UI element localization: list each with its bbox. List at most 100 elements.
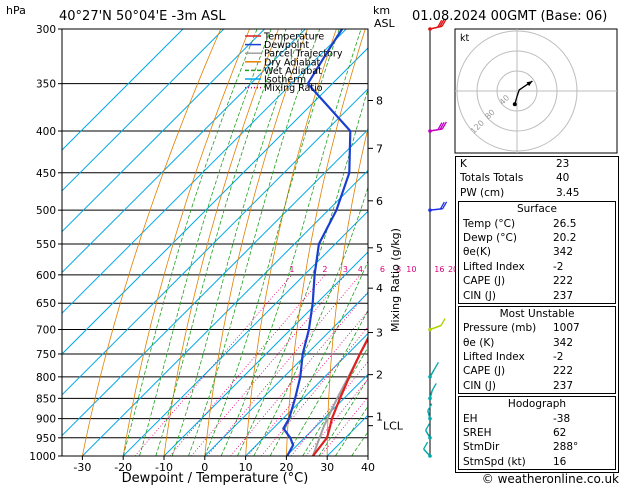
wet-adiabat-line — [286, 309, 368, 456]
index-label: Totals Totals — [460, 172, 524, 185]
index-label: θe (K) — [463, 336, 495, 349]
index-label: CAPE (J) — [463, 275, 506, 288]
legend-label: Parcel Trajectory — [264, 49, 343, 60]
mixing-ratio-label: 8 — [396, 265, 401, 274]
wind-barb-flag — [423, 441, 429, 450]
wind-barb-flag — [439, 122, 445, 130]
index-value: 23 — [556, 158, 570, 170]
surface-title: Surface — [516, 203, 557, 216]
wind-barb-flag — [437, 19, 443, 28]
mixing-ratio-line — [230, 291, 368, 456]
index-row: Dewp (°C) 20.2 — [459, 231, 615, 245]
wet-adiabat-line — [204, 29, 340, 456]
index-value: 1007 — [553, 322, 580, 335]
pressure-tick-label: 850 — [36, 393, 56, 405]
legend-label: Isotherm — [264, 75, 306, 86]
wind-barb-flag — [441, 18, 447, 27]
index-value: 16 — [553, 455, 567, 468]
legend-label: Dewpoint — [264, 40, 309, 51]
mixing-ratio-label: 20 — [448, 265, 458, 274]
km-tick-label: 5 — [376, 242, 383, 255]
isotherm-line — [82, 169, 368, 456]
isotherm-line — [204, 292, 368, 456]
index-row: Lifted Index -2 — [459, 260, 615, 274]
mixing-ratio-label: 6 — [380, 265, 385, 274]
dry-adiabat-line — [82, 29, 222, 456]
wet-adiabat-line — [269, 260, 368, 456]
wet-adiabat-line — [237, 87, 368, 456]
index-label: θe(K) — [463, 246, 491, 259]
pressure-tick-label: 800 — [36, 372, 56, 384]
isotherm-line — [62, 29, 184, 151]
mixing-ratio-axis-label: Mixing Ratio (g/kg) — [389, 228, 402, 332]
index-row: CIN (J) 237 — [459, 289, 615, 303]
index-row: θe (K) 342 — [459, 336, 615, 350]
wet-adiabat-line — [253, 186, 368, 456]
index-row: PW (cm) 3.45 — [456, 186, 618, 200]
wind-barb-dot — [428, 396, 432, 401]
location-title: 40°27'N 50°04'E -3m ASL — [59, 9, 226, 24]
parcel-trajectory-line — [311, 335, 368, 456]
wind-barb-dot — [428, 129, 432, 133]
wind-barb-dot — [428, 208, 432, 212]
most-unstable-section: Most Unstable Pressure (mb) 1007 θe (K) 342… — [458, 305, 616, 395]
index-label: StmSpd (kt) — [463, 455, 526, 468]
index-value: 62 — [553, 427, 567, 440]
index-value: 342 — [553, 336, 574, 349]
wet-adiabat-line — [302, 346, 368, 456]
dry-adiabat-line — [122, 29, 250, 456]
index-row: Lifted Index -2 — [459, 350, 615, 364]
mixing-ratio-label: 3 — [343, 265, 348, 274]
mixing-ratio-label: 1 — [289, 265, 294, 274]
dry-adiabat-line — [407, 29, 453, 456]
hodograph-title: Hodograph — [507, 398, 567, 411]
temp-tick-label: -20 — [114, 461, 132, 474]
index-label: Lifted Index — [463, 260, 525, 273]
dry-adiabat-line — [618, 29, 629, 456]
hodograph-kt-label: kt — [460, 33, 470, 44]
index-value: 288° — [553, 441, 579, 454]
wind-barb-flag — [439, 19, 445, 28]
pressure-tick-label: 550 — [36, 239, 56, 251]
profile-lines — [282, 29, 368, 456]
index-value: 222 — [553, 365, 574, 378]
wind-barb-flag — [431, 383, 437, 391]
index-value: 20.2 — [553, 231, 577, 244]
km-tick-label: 1 — [376, 411, 383, 424]
most-unstable-title: Most Unstable — [499, 307, 575, 320]
mixing-ratio-line — [290, 361, 368, 456]
isotherm-line — [62, 29, 225, 192]
mixing-ratio-line — [260, 326, 368, 456]
index-row: Temp (°C) 26.5 — [459, 217, 615, 231]
index-label: Lifted Index — [463, 351, 525, 364]
index-row: CAPE (J) 222 — [459, 274, 615, 288]
dry-adiabat-line — [326, 126, 368, 456]
hpa-label: hPa — [6, 4, 26, 17]
index-label: StmDir — [463, 441, 500, 454]
isotherm-line — [62, 29, 306, 274]
km-tick-label: 6 — [376, 195, 383, 208]
temp-tick-label: 10 — [239, 461, 253, 474]
wind-barb-dot — [428, 436, 432, 440]
pressure-tick-label: 350 — [36, 79, 56, 91]
wind-barb-flag — [427, 403, 433, 412]
dewpoint-line — [282, 29, 352, 456]
index-value: 237 — [553, 289, 574, 302]
index-value: -2 — [553, 351, 564, 364]
temp-tick-label: 0 — [201, 461, 208, 474]
mixing-ratio-line — [247, 310, 368, 456]
wet-adiabat-line — [188, 29, 321, 456]
index-label: CIN (J) — [463, 289, 496, 302]
wind-barb-dot — [428, 375, 432, 379]
wind-barb-dot — [428, 454, 432, 458]
dry-adiabat-line — [163, 29, 279, 456]
wind-barbs — [423, 18, 448, 458]
wind-barb-dot — [428, 27, 432, 31]
mixing-ratio-label: 4 — [358, 265, 363, 274]
wind-barb-dot — [428, 416, 432, 421]
index-row: CAPE (J) 222 — [459, 364, 615, 378]
temp-tick-label: -30 — [73, 461, 91, 474]
index-label: CIN (J) — [463, 379, 496, 392]
